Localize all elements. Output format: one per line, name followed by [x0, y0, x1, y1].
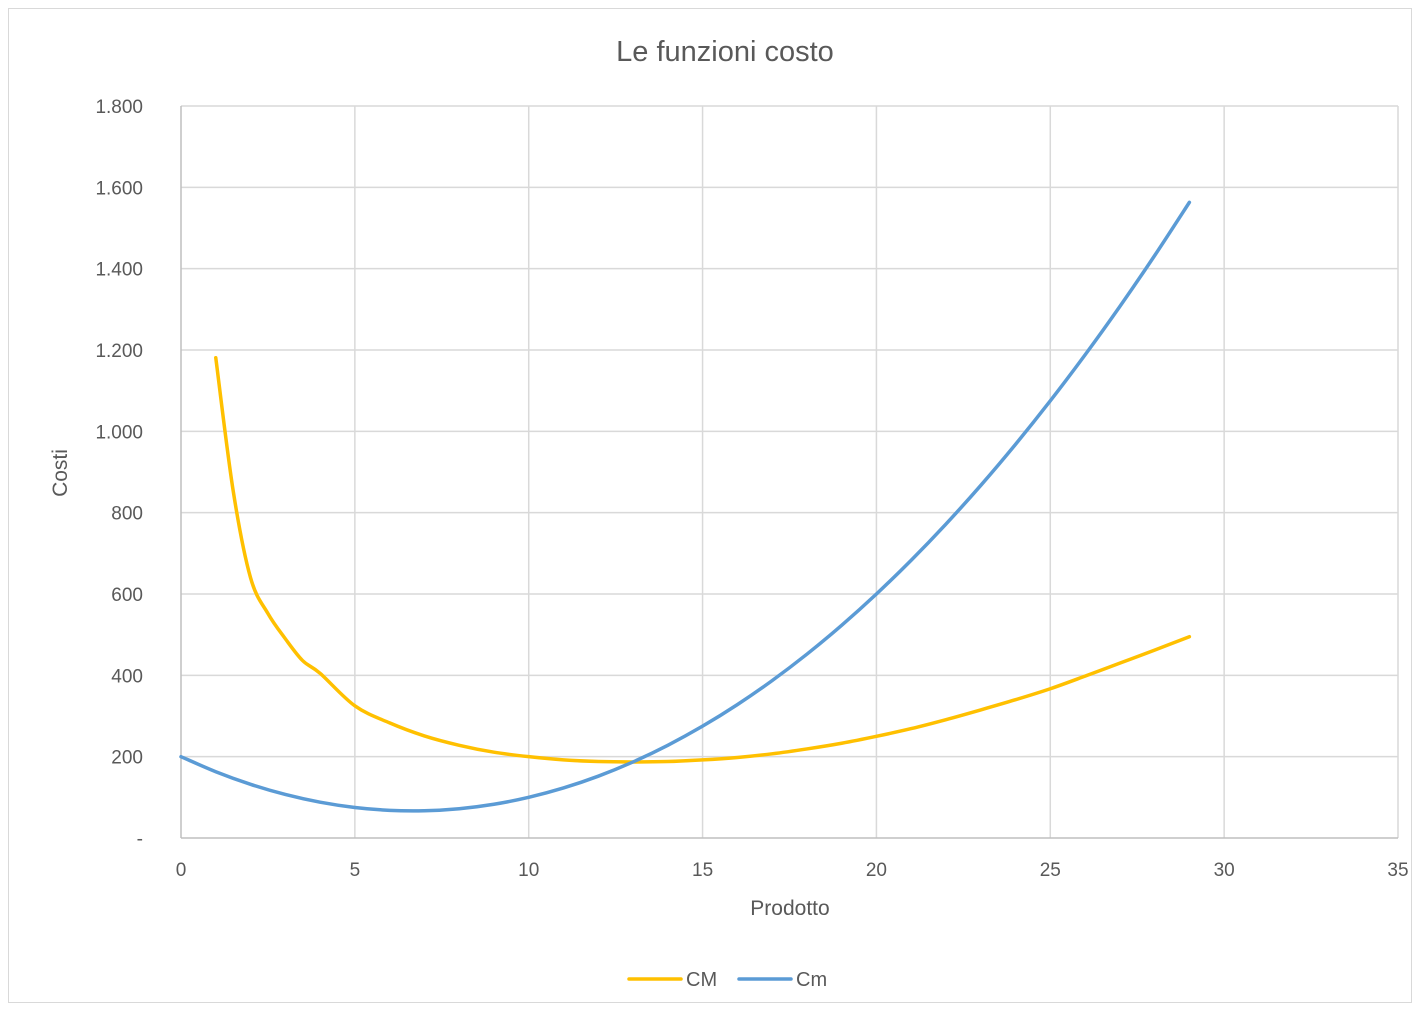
x-tick-label: 10	[518, 860, 539, 881]
y-tick-label: 1.000	[95, 422, 143, 443]
plot-series	[179, 200, 1192, 813]
y-tick-label: 600	[111, 585, 143, 606]
x-tick-label: 15	[692, 860, 713, 881]
y-tick-label: 1.600	[95, 178, 143, 199]
y-tick-label: 1.400	[95, 260, 143, 281]
legend-label: Cm	[796, 969, 827, 991]
y-axis-title: Costi	[49, 449, 72, 497]
gridlines	[181, 105, 1399, 838]
line-chart: Le funzioni costo -2004006008001.0001.20…	[49, 36, 1409, 991]
y-tick-label: 1.200	[95, 341, 143, 362]
x-tick-label: 5	[350, 860, 361, 881]
x-tick-label: 30	[1214, 860, 1235, 881]
series-line-cm	[179, 200, 1192, 813]
series-line-cm	[214, 355, 1192, 764]
y-tick-label: 400	[111, 666, 143, 687]
x-tick-label: 0	[176, 860, 187, 881]
y-tick-label: 1.800	[95, 97, 143, 118]
chart-area: Le funzioni costo -200 400 600 800 1.000 1.20…	[8, 8, 1412, 1003]
x-tick-label: 20	[866, 860, 887, 881]
y-tick-label: 800	[111, 504, 143, 525]
axes: - 200 400 600 800 1.000 1.200 1.400 1.600 1.800 0 5…	[95, 97, 1408, 881]
y-tick-label: 200	[111, 748, 143, 769]
x-tick-label: 25	[1040, 860, 1061, 881]
chart-title: Le funzioni costo	[616, 36, 834, 68]
y-tick-label: -	[137, 829, 143, 850]
legend-label: CM	[686, 969, 717, 991]
x-axis-title: Prodotto	[750, 897, 829, 920]
legend: CM Cm	[627, 969, 827, 991]
x-tick-label: 35	[1387, 860, 1408, 881]
